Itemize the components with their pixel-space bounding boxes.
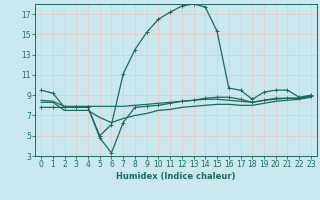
X-axis label: Humidex (Indice chaleur): Humidex (Indice chaleur): [116, 172, 236, 181]
